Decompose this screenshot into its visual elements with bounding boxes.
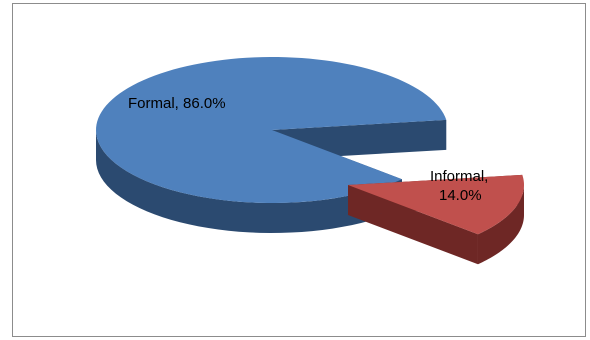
slice-label-formal: Formal, 86.0% bbox=[128, 95, 226, 112]
slice-label-informal-line2: 14.0% bbox=[439, 187, 482, 204]
slice-top-informal bbox=[348, 174, 524, 235]
slice-side-informal bbox=[477, 185, 524, 265]
slice-side-formal bbox=[96, 130, 402, 233]
slice-top-formal bbox=[96, 57, 447, 203]
slice-label-informal-line1: Informal, bbox=[430, 168, 488, 185]
